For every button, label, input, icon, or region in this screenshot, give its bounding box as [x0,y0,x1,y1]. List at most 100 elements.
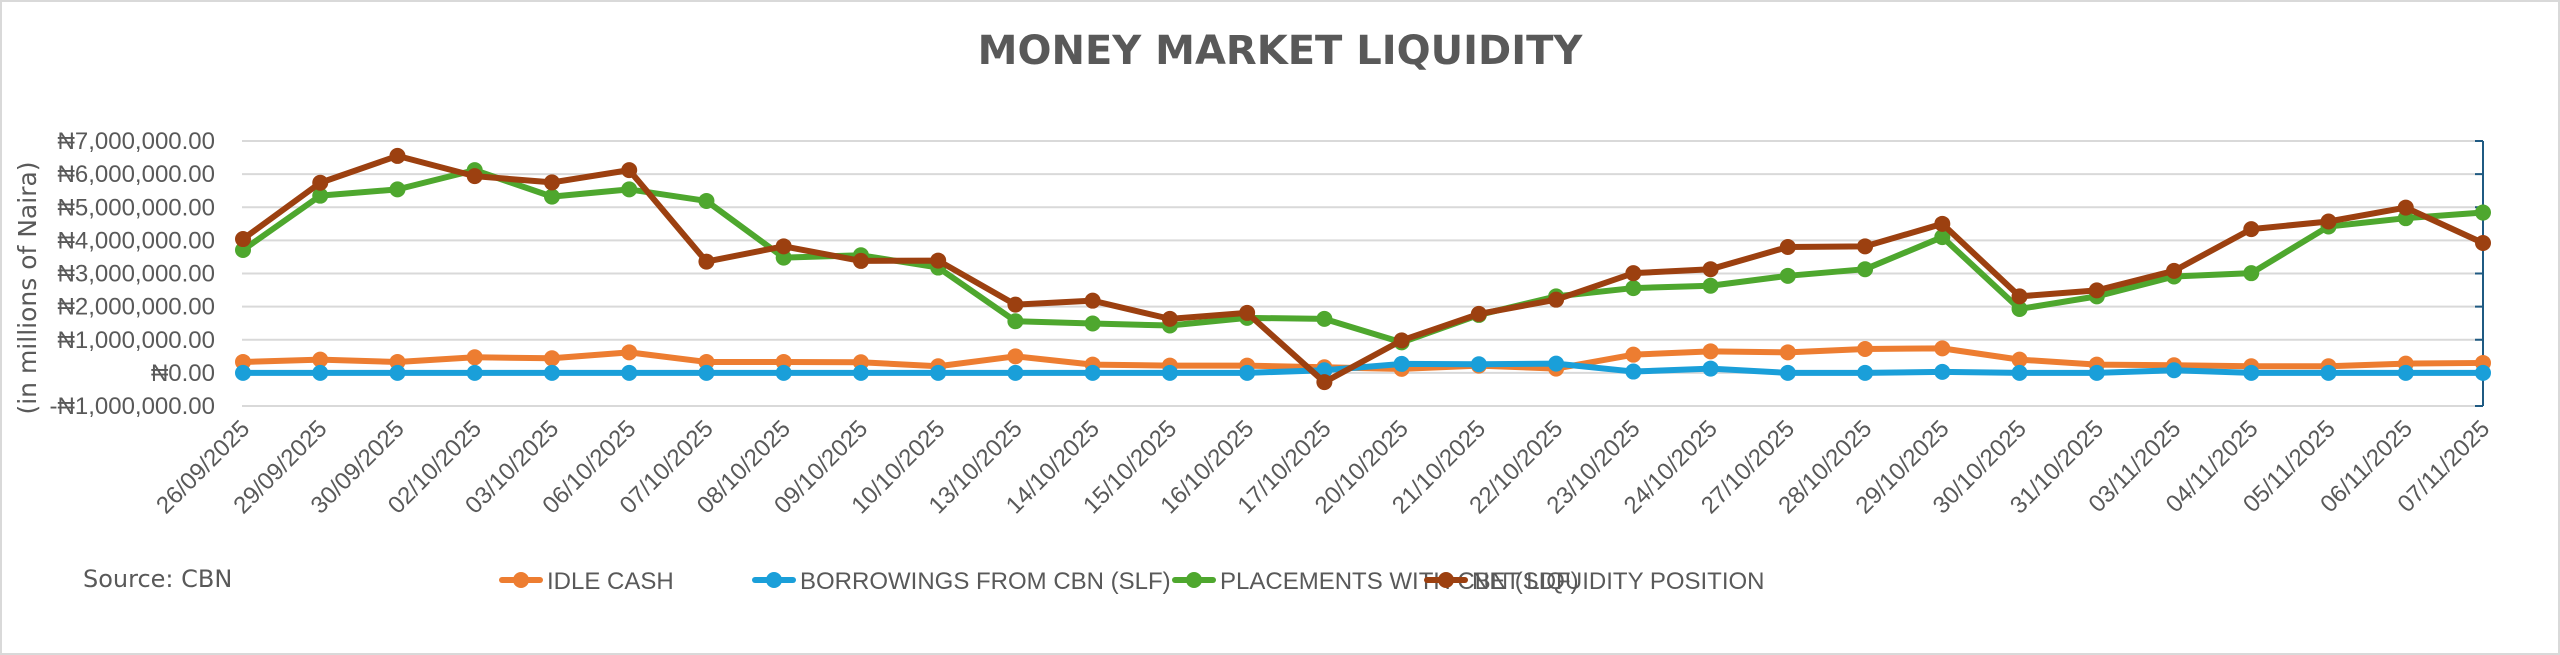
data-point-marker[interactable] [1934,229,1951,246]
legend-marker-icon [1186,572,1202,588]
data-point-marker[interactable] [1084,315,1101,332]
data-point-marker[interactable] [775,238,792,255]
data-point-marker[interactable] [389,364,406,381]
data-point-marker[interactable] [2320,364,2337,381]
data-point-marker[interactable] [1007,313,1024,330]
data-point-marker[interactable] [2011,364,2028,381]
data-point-marker[interactable] [543,364,560,381]
legend-item-borrowings-slf[interactable]: BORROWINGS FROM CBN (SLF) [752,568,1171,595]
data-point-marker[interactable] [1548,291,1565,308]
data-point-marker[interactable] [2166,362,2183,379]
data-point-marker[interactable] [1702,261,1719,278]
data-point-marker[interactable] [1007,348,1024,365]
data-point-marker[interactable] [543,350,560,367]
data-point-marker[interactable] [2320,213,2337,230]
data-point-marker[interactable] [2397,364,2414,381]
legend-item-idle-cash[interactable]: IDLE CASH [499,568,674,595]
data-point-marker[interactable] [1470,305,1487,322]
data-point-marker[interactable] [1779,344,1796,361]
data-point-marker[interactable] [1084,364,1101,381]
data-point-marker[interactable] [775,353,792,370]
data-point-marker[interactable] [2088,364,2105,381]
data-point-marker[interactable] [2243,221,2260,238]
data-point-marker[interactable] [1625,346,1642,363]
data-point-marker[interactable] [466,349,483,366]
data-point-marker[interactable] [2011,288,2028,305]
data-point-marker[interactable] [621,364,638,381]
data-point-marker[interactable] [1316,374,1333,391]
data-point-marker[interactable] [1393,355,1410,372]
data-point-marker[interactable] [621,162,638,179]
data-point-marker[interactable] [312,174,329,191]
data-point-marker[interactable] [1857,341,1874,358]
data-point-marker[interactable] [235,231,251,248]
data-point-marker[interactable] [1934,363,1951,380]
data-point-marker[interactable] [1239,364,1256,381]
data-point-marker[interactable] [2088,282,2105,299]
data-point-marker[interactable] [621,344,638,361]
legend-item-net-liquidity[interactable]: NET LIQUIDITY POSITION [1424,568,1765,595]
data-point-marker[interactable] [543,174,560,191]
data-point-marker[interactable] [389,353,406,370]
y-tick-label: -₦1,000,000.00 [50,393,215,420]
data-point-marker[interactable] [543,188,560,205]
data-point-marker[interactable] [1702,277,1719,294]
data-point-marker[interactable] [1857,261,1874,278]
data-point-marker[interactable] [852,252,869,269]
data-point-marker[interactable] [1934,340,1951,357]
data-point-marker[interactable] [2166,262,2183,279]
data-point-marker[interactable] [1548,355,1565,372]
data-point-marker[interactable] [1007,296,1024,313]
data-point-marker[interactable] [235,241,251,258]
data-point-marker[interactable] [1239,304,1256,321]
data-point-marker[interactable] [930,364,947,381]
series-net-liquidity-position [235,147,2491,391]
data-point-marker[interactable] [1702,343,1719,360]
data-point-marker[interactable] [235,364,251,381]
data-point-marker[interactable] [2475,364,2491,381]
data-point-marker[interactable] [466,168,483,185]
data-point-marker[interactable] [775,249,792,266]
data-point-marker[interactable] [1470,356,1487,373]
data-point-marker[interactable] [2243,265,2260,282]
data-point-marker[interactable] [1857,238,1874,255]
data-point-marker[interactable] [235,353,251,370]
data-point-marker[interactable] [852,364,869,381]
data-point-marker[interactable] [1625,265,1642,282]
data-point-marker[interactable] [698,253,715,270]
data-point-marker[interactable] [2397,199,2414,216]
data-point-marker[interactable] [1316,310,1333,327]
data-point-marker[interactable] [2243,364,2260,381]
data-point-marker[interactable] [1316,362,1333,379]
data-point-marker[interactable] [1779,267,1796,284]
data-point-marker[interactable] [1702,360,1719,377]
data-point-marker[interactable] [698,192,715,209]
data-point-marker[interactable] [466,364,483,381]
data-point-marker[interactable] [1161,310,1178,327]
data-point-marker[interactable] [2011,300,2028,317]
data-point-marker[interactable] [2475,235,2491,252]
data-point-marker[interactable] [621,181,638,198]
data-point-marker[interactable] [1934,215,1951,232]
data-point-marker[interactable] [1084,292,1101,309]
legend-item-placements-sdf[interactable]: PLACEMENTS WITH CBN (SDF) [1172,568,1579,595]
data-point-marker[interactable] [1625,363,1642,380]
data-point-marker[interactable] [698,364,715,381]
data-point-marker[interactable] [1779,239,1796,255]
data-point-marker[interactable] [930,252,947,269]
data-point-marker[interactable] [2475,204,2491,221]
data-point-marker[interactable] [312,364,329,381]
data-point-marker[interactable] [389,147,406,164]
data-point-marker[interactable] [2011,351,2028,368]
data-point-marker[interactable] [1779,364,1796,381]
data-point-marker[interactable] [389,181,406,198]
data-point-marker[interactable] [1857,364,1874,381]
data-point-marker[interactable] [1393,332,1410,349]
data-point-marker[interactable] [1625,280,1642,297]
data-point-marker[interactable] [1007,364,1024,381]
data-point-marker[interactable] [1161,364,1178,381]
data-point-marker[interactable] [312,351,329,368]
data-point-marker[interactable] [312,187,329,204]
data-point-marker[interactable] [698,353,715,370]
data-point-marker[interactable] [775,364,792,381]
